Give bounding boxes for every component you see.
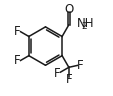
Text: O: O [64, 2, 73, 15]
Text: 2: 2 [80, 22, 86, 31]
Text: F: F [14, 25, 21, 38]
Text: F: F [65, 74, 72, 86]
Text: NH: NH [76, 17, 93, 30]
Text: F: F [76, 59, 83, 72]
Text: F: F [54, 67, 60, 80]
Text: F: F [14, 54, 21, 67]
